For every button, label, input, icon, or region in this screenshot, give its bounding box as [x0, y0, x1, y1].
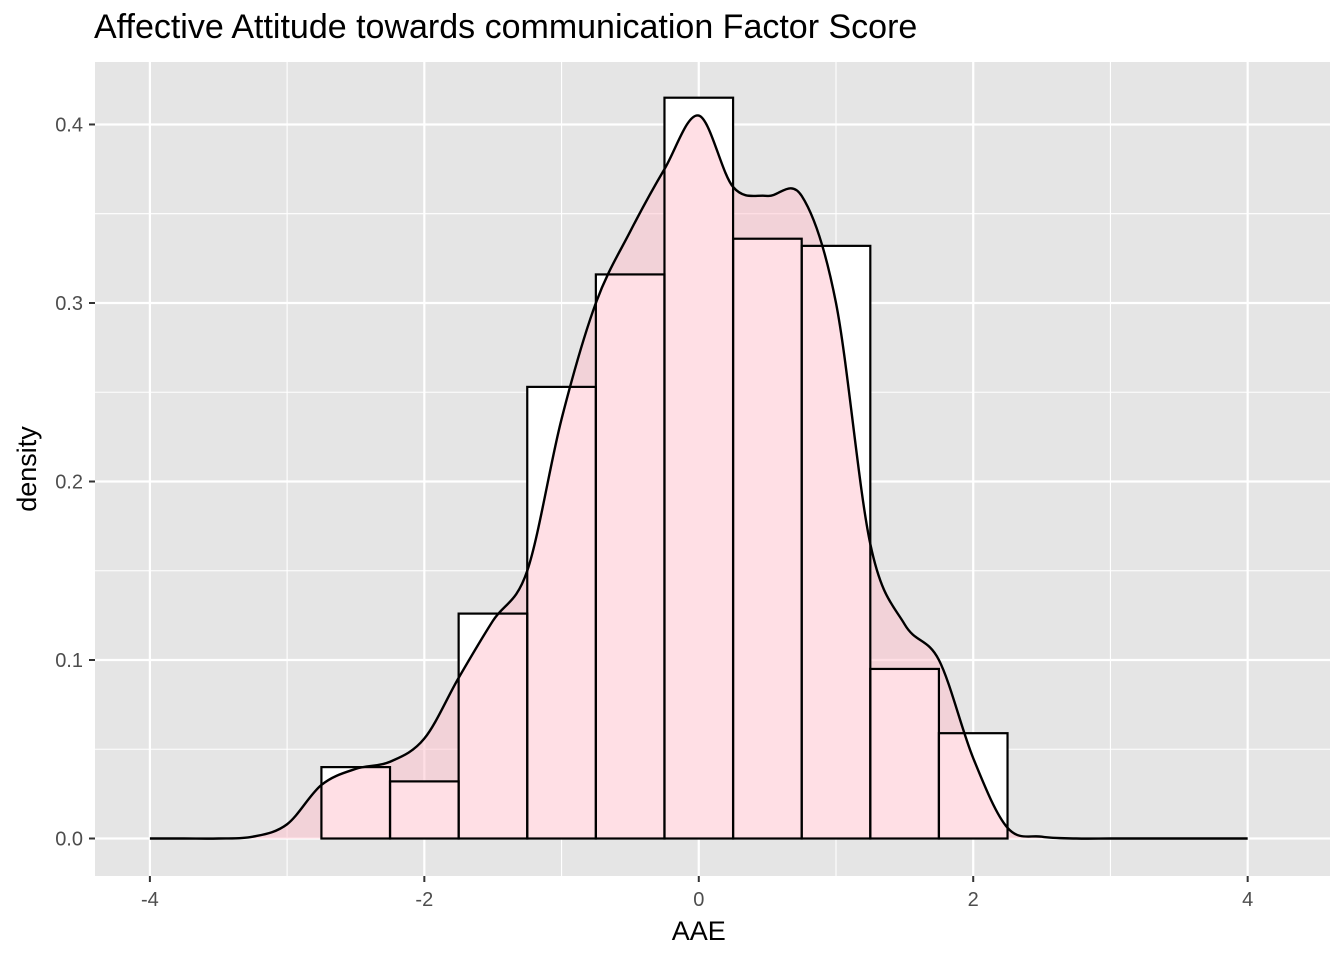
y-axis-label: density: [12, 426, 42, 512]
y-tick-label: 0.3: [55, 293, 83, 315]
y-tick-label: 0.0: [55, 829, 83, 851]
x-tick-label: -4: [141, 889, 159, 911]
density-area: [149, 115, 1248, 839]
x-tick-label: -2: [415, 889, 433, 911]
x-tick-label: 0: [693, 889, 704, 911]
x-axis-label: AAE: [672, 916, 726, 946]
y-tick-label: 0.2: [55, 471, 83, 493]
y-tick-label: 0.1: [55, 650, 83, 672]
x-tick-label: 4: [1242, 889, 1253, 911]
axes: -4 -2 0 2 4 0.0 0.1 0.2 0.3 0.4: [55, 114, 1253, 911]
histogram-bar-outline: [937, 732, 1009, 840]
x-tick-label: 2: [968, 889, 979, 911]
y-tick-label: 0.4: [55, 114, 83, 136]
density-curve: [149, 114, 1248, 840]
chart-title: Affective Attitude towards communication…: [94, 8, 918, 46]
